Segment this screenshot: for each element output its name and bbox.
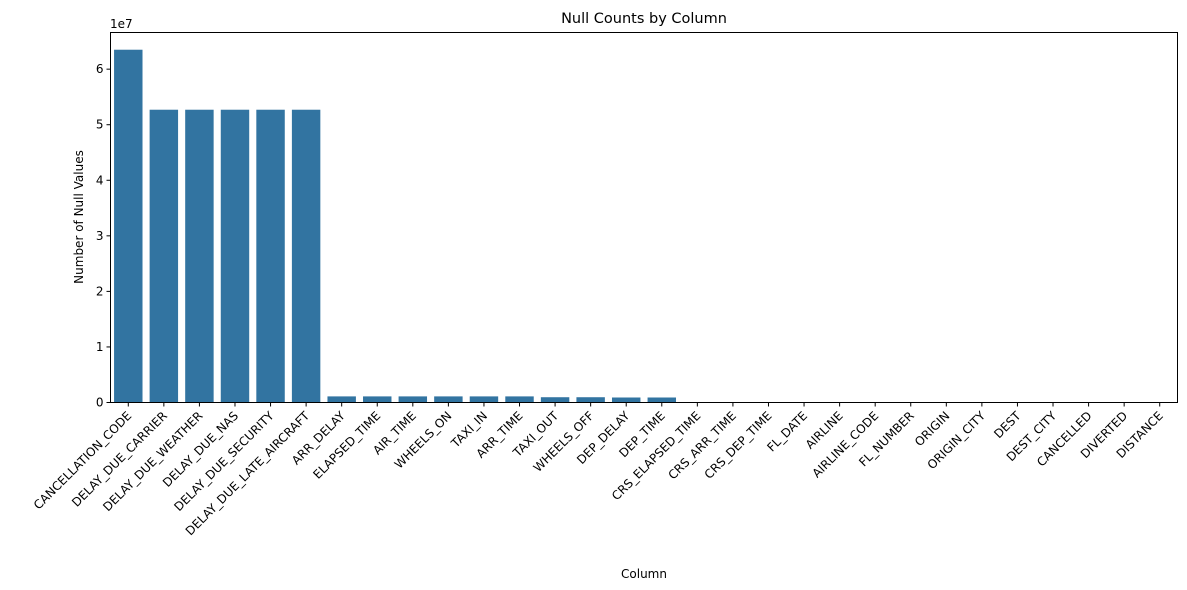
bar-wheels-on — [434, 396, 463, 403]
bar-wheels-off — [576, 397, 605, 403]
bar-taxi-in — [469, 396, 499, 403]
bar-arr-time — [505, 396, 534, 403]
bar-dep-delay — [611, 397, 641, 403]
bar-dep-time — [647, 397, 677, 403]
bar-elapsed-time — [363, 396, 392, 403]
y-tick-label: 3 — [96, 229, 104, 243]
y-tick-label: 6 — [96, 62, 104, 76]
bar-air-time — [398, 396, 428, 403]
chart-title: Null Counts by Column — [561, 11, 727, 27]
plot-frame — [110, 32, 1178, 403]
bar-delay-due-security — [256, 109, 285, 403]
y-tick-label: 4 — [96, 173, 104, 187]
bar-taxi-out — [540, 397, 570, 403]
bar-delay-due-late-aircraft — [291, 109, 321, 403]
y-axis-label: Number of Null Values — [72, 150, 86, 284]
y-axis-offset-label: 1e7 — [110, 17, 133, 31]
bar-cancellation-code — [114, 49, 143, 403]
x-tick-label: DEST — [991, 408, 1024, 441]
bars-group — [114, 49, 677, 403]
y-tick-label: 5 — [96, 118, 104, 132]
x-axis-ticks: CANCELLATION_CODEDELAY_DUE_CARRIERDELAY_… — [31, 402, 1166, 538]
y-axis-ticks: 0 1 2 3 4 5 6 — [96, 62, 111, 410]
bar-delay-due-nas — [220, 109, 250, 403]
bar-arr-delay — [327, 396, 356, 403]
x-axis-label: Column — [621, 567, 667, 581]
bar-delay-due-weather — [185, 109, 214, 403]
y-tick-label: 1 — [96, 340, 104, 354]
bar-delay-due-carrier — [149, 109, 179, 403]
y-tick-label: 0 — [96, 396, 104, 410]
y-tick-label: 2 — [96, 284, 104, 298]
